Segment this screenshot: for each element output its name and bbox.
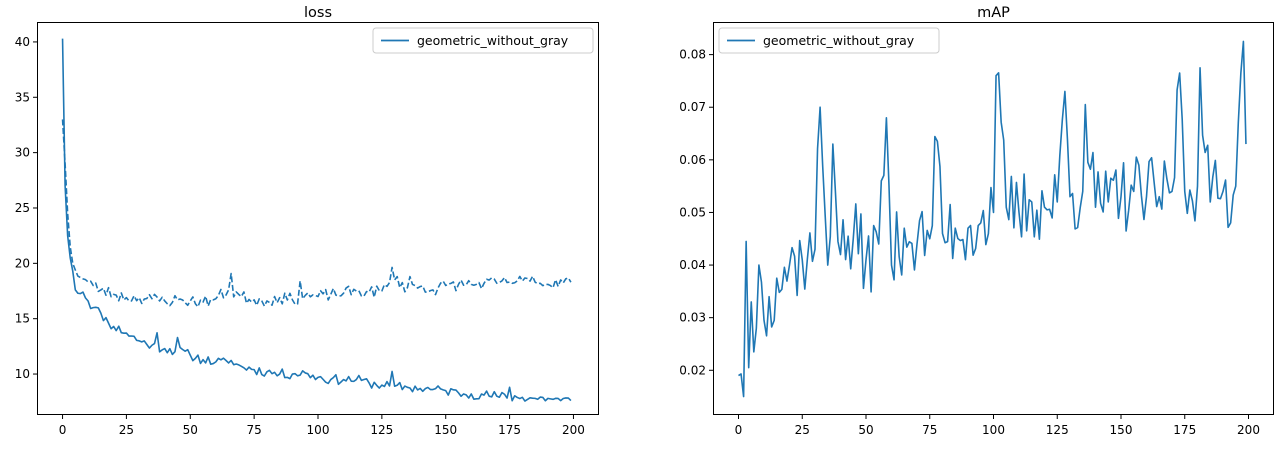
y-tick-label: 20 xyxy=(15,256,30,270)
y-tick-label: 0.04 xyxy=(679,258,706,272)
x-tick-label: 0 xyxy=(59,423,67,437)
legend-box xyxy=(718,27,940,54)
legend-box xyxy=(372,27,594,54)
series-line-dashed xyxy=(61,119,572,308)
y-tick-label: 0.07 xyxy=(679,100,706,114)
series-line-solid xyxy=(738,40,1247,398)
series-line-solid xyxy=(61,38,572,402)
x-tick-label: 125 xyxy=(1046,423,1069,437)
x-tick-label: 75 xyxy=(922,423,937,437)
chart-title: mAP xyxy=(977,5,1010,21)
x-tick-label: 175 xyxy=(498,423,521,437)
y-tick-label: 40 xyxy=(15,35,30,49)
chart-panel-loss: loss 0 25 50 75 100 125 150 175 200 10 15 20 25 30 35 40… xyxy=(15,5,599,437)
legend-entry-label: geometric_without_gray xyxy=(417,33,569,48)
y-tick-label: 25 xyxy=(15,201,30,215)
y-tick-label: 15 xyxy=(15,312,30,326)
x-tick-label: 150 xyxy=(1110,423,1133,437)
y-tick-label: 0.06 xyxy=(679,153,706,167)
y-tick-label: 30 xyxy=(15,146,30,160)
x-tick-label: 50 xyxy=(183,423,198,437)
x-tick-label: 200 xyxy=(562,423,585,437)
y-tick-label: 35 xyxy=(15,90,30,104)
y-tick-label: 10 xyxy=(15,367,30,381)
x-tick-label: 50 xyxy=(858,423,873,437)
x-tick-label: 75 xyxy=(246,423,261,437)
x-tick-label: 150 xyxy=(434,423,457,437)
x-tick-label: 25 xyxy=(795,423,810,437)
x-tick-label: 100 xyxy=(982,423,1005,437)
legend: geometric_without_gray xyxy=(718,27,940,54)
plot-frame xyxy=(713,22,1274,415)
y-tick-label: 0.02 xyxy=(679,363,706,377)
y-tick-label: 0.08 xyxy=(679,48,706,62)
legend-entry-label: geometric_without_gray xyxy=(763,33,915,48)
y-tick-label: 0.05 xyxy=(679,205,706,219)
chart-panel-map: mAP 0 25 50 75 100 125 150 175 200 0.02 0.03 0.04 0.0… xyxy=(679,5,1274,437)
legend: geometric_without_gray xyxy=(372,27,594,54)
x-tick-label: 100 xyxy=(307,423,330,437)
chart-title: loss xyxy=(304,5,332,21)
x-tick-label: 25 xyxy=(119,423,134,437)
x-tick-label: 125 xyxy=(370,423,393,437)
plot-frame xyxy=(37,22,599,415)
y-tick-label: 0.03 xyxy=(679,311,706,325)
x-tick-label: 175 xyxy=(1173,423,1196,437)
x-tick-label: 200 xyxy=(1237,423,1260,437)
x-tick-label: 0 xyxy=(735,423,743,437)
